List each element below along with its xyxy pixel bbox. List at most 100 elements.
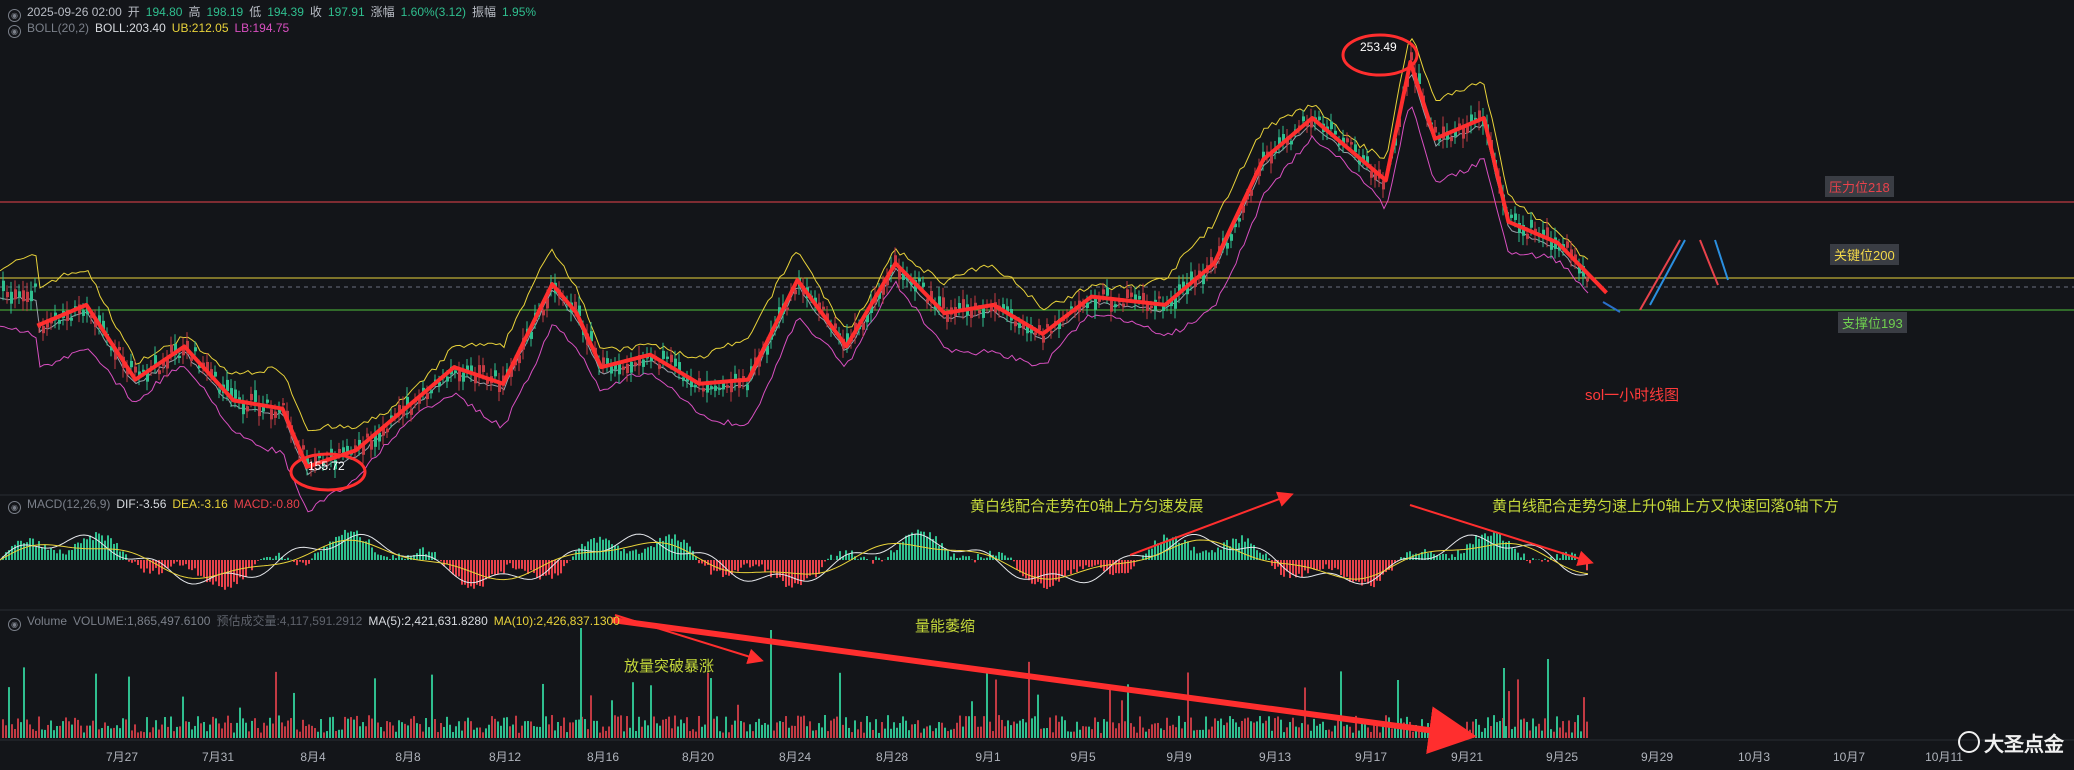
x-tick-label: 8月16 [586, 750, 620, 764]
volume-bar [1481, 731, 1483, 738]
macd-histogram-bar [902, 541, 904, 560]
macd-histogram-bar [413, 554, 415, 560]
macd-histogram-bar [1286, 560, 1288, 572]
volume-bar [320, 719, 322, 738]
macd-histogram-bar [317, 552, 319, 560]
candle-body [682, 377, 685, 381]
macd-histogram-bar [872, 560, 874, 564]
macd-histogram-bar [545, 560, 547, 576]
candle-body [110, 346, 113, 351]
volume-header: ◉ Volume VOLUME:1,865,497.6100 预估成交量:4,117,… [8, 612, 626, 631]
macd-histogram-bar [677, 540, 679, 560]
macd-histogram-bar [539, 560, 541, 580]
projection-line [1699, 239, 1719, 286]
candle-body [1342, 137, 1345, 146]
macd-histogram-bar [1394, 560, 1396, 564]
macd-histogram-bar [1442, 553, 1444, 560]
macd-histogram-bar [1481, 534, 1483, 560]
volume-bar [1031, 718, 1033, 738]
macd-histogram-bar [212, 560, 214, 585]
macd-name: MACD(12,26,9) [27, 497, 111, 511]
volume-bar [47, 724, 49, 738]
candle-body [930, 290, 933, 303]
candle-body [258, 404, 261, 417]
candle-body [990, 306, 993, 312]
candle-body [734, 373, 737, 383]
candle-body [58, 319, 61, 324]
candle-body [1466, 123, 1469, 134]
candle-body [182, 346, 185, 356]
volume-bar [1535, 726, 1537, 738]
volume-bar [536, 726, 538, 738]
candle-body [730, 381, 733, 393]
macd-histogram-bar [1319, 560, 1321, 570]
macd-histogram-bar [164, 560, 166, 568]
macd-histogram-bar [983, 558, 985, 560]
volume-bar [620, 715, 622, 738]
brand-watermark: 大圣点金 [1958, 728, 2064, 757]
volume-bar [1052, 732, 1054, 738]
volume-bar [98, 729, 100, 738]
macd-histogram-bar [503, 560, 505, 574]
volume-bar [908, 730, 910, 738]
candle-body [698, 378, 701, 385]
candle-body [358, 439, 361, 448]
macd-histogram-bar [245, 560, 247, 578]
candle-body [230, 388, 233, 399]
macd-histogram-bar [1316, 560, 1318, 571]
macd-histogram-bar [1478, 538, 1480, 560]
macd-histogram-bar [1160, 542, 1162, 560]
volume-bar [701, 726, 703, 738]
candle-body [194, 347, 197, 352]
volume-bar [1322, 721, 1324, 738]
volume-bar [734, 720, 736, 738]
macd-histogram-bar [410, 555, 412, 560]
candle-body [382, 425, 385, 436]
eye-icon[interactable]: ◉ [8, 9, 21, 22]
volume-bar [1064, 720, 1066, 738]
volume-bar [1484, 728, 1486, 738]
volume-bar [1220, 718, 1222, 738]
macd-histogram-bar [881, 560, 883, 562]
macd-histogram-bar [878, 557, 880, 560]
volume-bar [1301, 723, 1303, 738]
macd-histogram-bar [308, 560, 310, 564]
candle-body [574, 301, 577, 310]
candle-body [766, 345, 769, 355]
bell-icon[interactable]: ◉ [8, 25, 21, 38]
x-tick-label: 9月21 [1450, 750, 1484, 764]
candle-body [1442, 126, 1445, 139]
macd-histogram-bar [482, 560, 484, 587]
macd-histogram-bar [725, 560, 727, 575]
volume-bar [809, 721, 811, 738]
volume-bar [725, 716, 727, 738]
macd-histogram-bar [266, 556, 268, 560]
volume-bar [1094, 717, 1096, 738]
candle-body [670, 354, 673, 363]
candle-body [302, 445, 305, 450]
volume-bar [437, 732, 439, 738]
candle-body [1242, 206, 1245, 213]
macd-histogram-bar [1115, 560, 1117, 574]
low-marker-ellipse [289, 452, 367, 492]
volume-bar [653, 716, 655, 738]
macd-histogram-bar [521, 560, 523, 569]
macd-histogram-bar [530, 560, 532, 571]
macd-histogram-bar [53, 549, 55, 560]
volume-bar [1580, 731, 1582, 738]
candle-body [1050, 330, 1053, 334]
eye-icon[interactable]: ◉ [8, 618, 21, 631]
macd-histogram-bar [431, 552, 433, 560]
volume-bar [1124, 721, 1126, 738]
macd-histogram-bar [977, 553, 979, 560]
volume-bar [1112, 722, 1114, 738]
volume-bar [851, 732, 853, 738]
volume-bar [1487, 717, 1489, 738]
volume-bar [176, 726, 178, 738]
low-price-label: 155.72 [308, 459, 345, 473]
macd-histogram-bar [128, 560, 130, 562]
volume-bar [1253, 722, 1255, 738]
volume-bar [563, 717, 565, 738]
candle-body [1122, 303, 1125, 307]
eye-icon[interactable]: ◉ [8, 501, 21, 514]
